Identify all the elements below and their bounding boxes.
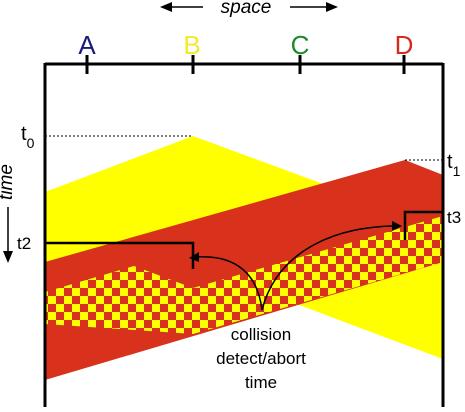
station-d-label: D <box>395 30 414 60</box>
annotation-line-1: collision <box>231 325 291 344</box>
t3-bracket: t3 <box>403 208 461 240</box>
station-labels: A B C D <box>78 30 413 60</box>
space-axis: space <box>160 0 338 18</box>
annotation-line-3: time <box>245 373 277 392</box>
t2-label: t2 <box>17 234 31 253</box>
t1-sub: 1 <box>453 163 461 179</box>
t2-bracket: t2 <box>17 234 195 269</box>
svg-text:t1: t1 <box>447 151 461 179</box>
station-c-label: C <box>291 30 310 60</box>
time-label: time <box>0 164 17 200</box>
annotation-arrows <box>189 221 402 311</box>
time-axis: time <box>0 164 17 263</box>
overlap-region <box>45 216 443 334</box>
t1-base: t <box>447 151 453 173</box>
t1-marker: t1 <box>405 151 461 179</box>
station-a-label: A <box>78 30 96 60</box>
t0-sub: 0 <box>27 135 35 151</box>
t0-base: t <box>21 123 27 145</box>
annotation-line-2: detect/abort <box>216 349 306 368</box>
frame <box>43 55 445 407</box>
collision-annotation: collision detect/abort time <box>216 325 306 392</box>
t0-marker: t0 <box>21 123 193 151</box>
space-label: space <box>221 0 272 18</box>
svg-text:t0: t0 <box>21 123 35 151</box>
station-b-label: B <box>183 30 200 60</box>
t3-label: t3 <box>447 208 461 227</box>
